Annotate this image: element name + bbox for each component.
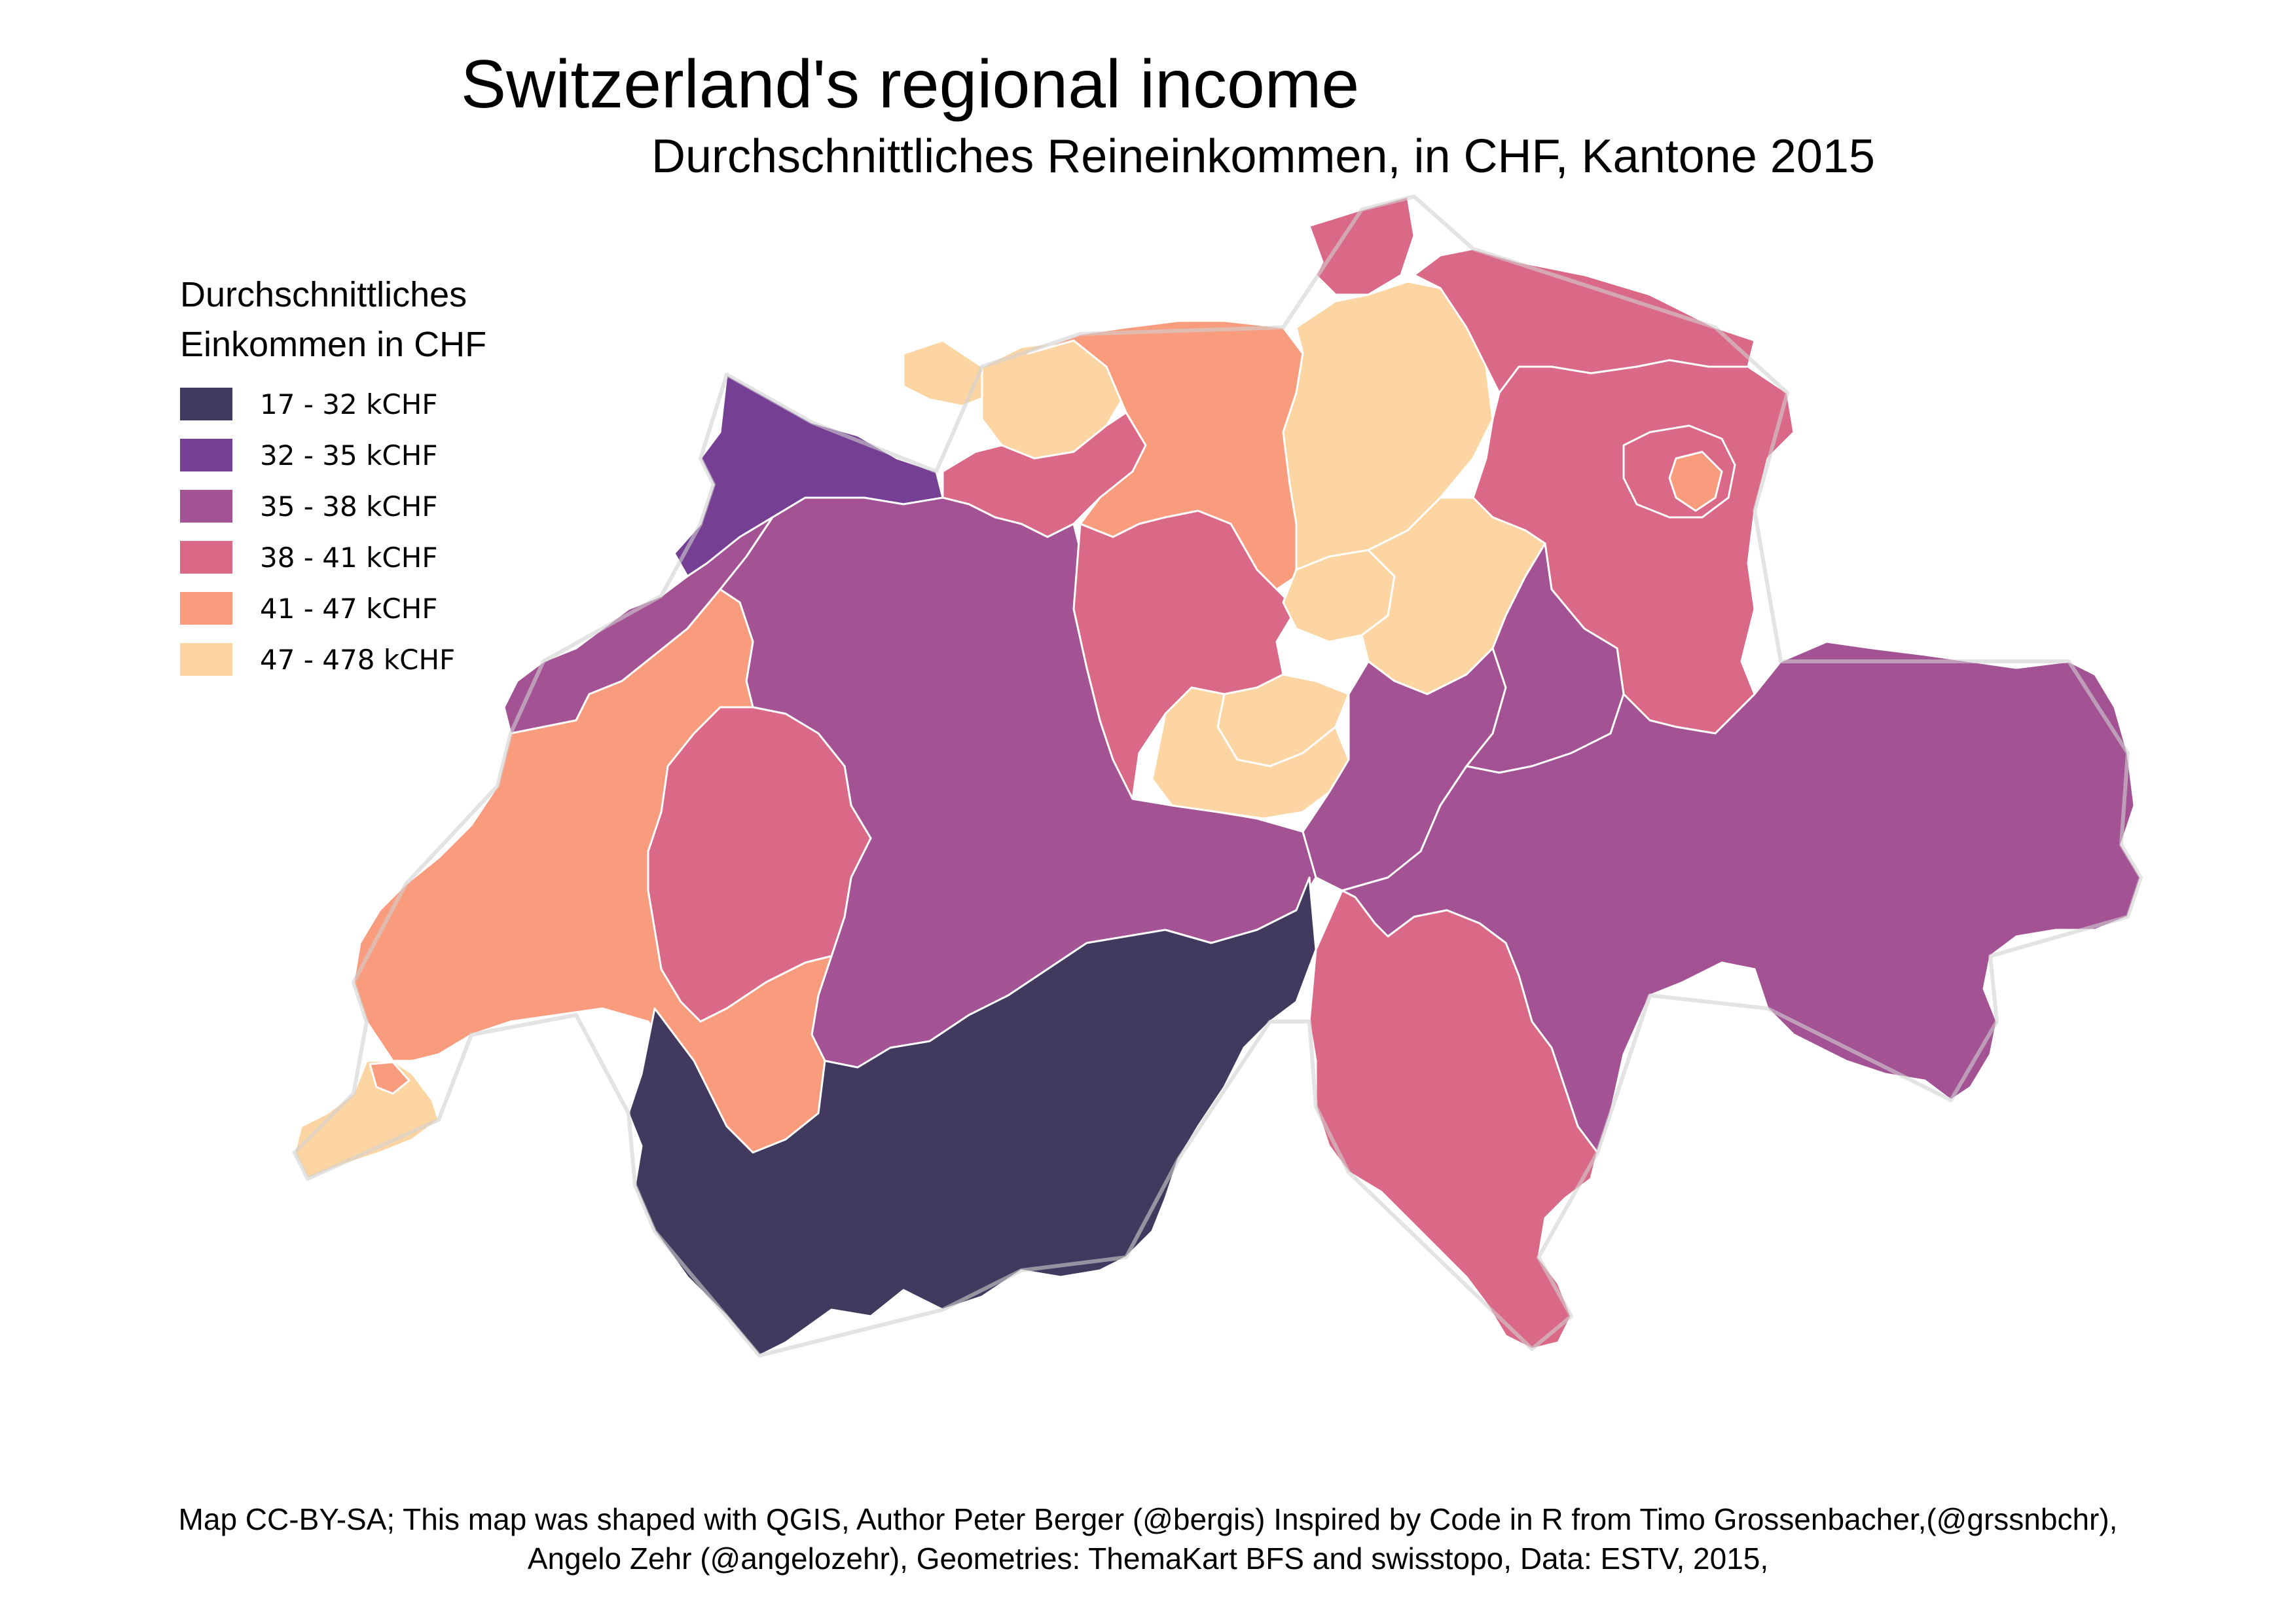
region-ticino — [1308, 889, 1599, 1350]
legend-label: 41 - 47 kCHF — [260, 592, 438, 625]
legend-item: 17 - 32 kCHF — [180, 378, 486, 430]
legend-swatch — [180, 643, 232, 676]
region-appenzell-ir — [1668, 451, 1723, 512]
legend-item: 35 - 38 kCHF — [180, 481, 486, 532]
legend-item: 41 - 47 kCHF — [180, 583, 486, 634]
legend-label: 17 - 32 kCHF — [260, 388, 438, 420]
legend-item: 47 - 478 kCHF — [180, 634, 486, 685]
legend-title-line1: Durchschnittliches — [180, 275, 467, 314]
attribution-line2: Angelo Zehr (@angelozehr), Geometries: T… — [527, 1541, 1769, 1576]
attribution-footer: Map CC-BY-SA; This map was shaped with Q… — [0, 1500, 2296, 1578]
legend-swatch — [180, 490, 232, 523]
region-geneva-commune — [369, 1061, 410, 1095]
region-obwalden — [1151, 686, 1350, 820]
legend-swatch — [180, 439, 232, 471]
legend-item: 38 - 41 kCHF — [180, 532, 486, 583]
attribution-line1: Map CC-BY-SA; This map was shaped with Q… — [178, 1502, 2118, 1536]
legend-swatch — [180, 388, 232, 420]
legend: Durchschnittliches Einkommen in CHF 17 -… — [180, 270, 486, 685]
legend-label: 47 - 478 kCHF — [260, 643, 456, 676]
region-geneva — [293, 1060, 440, 1180]
region-vaud — [352, 588, 833, 1154]
legend-title-line2: Einkommen in CHF — [180, 325, 487, 364]
legend-title: Durchschnittliches Einkommen in CHF — [180, 270, 486, 369]
legend-label: 35 - 38 kCHF — [260, 490, 438, 523]
page-subtitle: Durchschnittliches Reineinkommen, in CHF… — [651, 130, 1875, 183]
legend-swatch — [180, 592, 232, 625]
legend-label: 38 - 41 kCHF — [260, 541, 438, 574]
page-title: Switzerland's regional income — [460, 46, 1360, 122]
legend-swatch — [180, 541, 232, 574]
legend-item: 32 - 35 kCHF — [180, 430, 486, 481]
legend-label: 32 - 35 kCHF — [260, 439, 438, 471]
